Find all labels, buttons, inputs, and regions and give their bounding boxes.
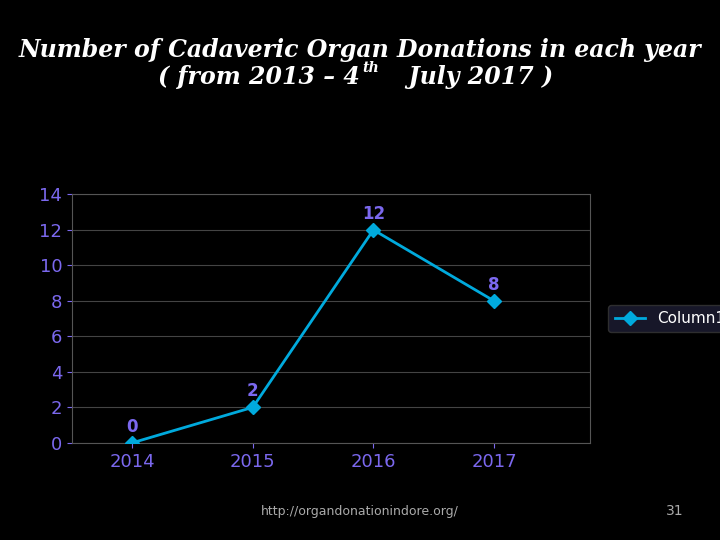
Text: ( from 2013 – 4: ( from 2013 – 4 <box>158 65 360 89</box>
Text: 12: 12 <box>362 205 385 223</box>
Text: http://organdonationindore.org/: http://organdonationindore.org/ <box>261 505 459 518</box>
Text: Number of Cadaveric Organ Donations in each year: Number of Cadaveric Organ Donations in e… <box>19 38 701 62</box>
Text: July 2017 ): July 2017 ) <box>392 65 554 89</box>
Text: 31: 31 <box>667 504 684 518</box>
Legend: Column1: Column1 <box>608 305 720 332</box>
Text: 2: 2 <box>247 382 258 400</box>
Text: 0: 0 <box>127 418 138 436</box>
Text: 8: 8 <box>488 276 500 294</box>
Text: th: th <box>362 61 379 75</box>
